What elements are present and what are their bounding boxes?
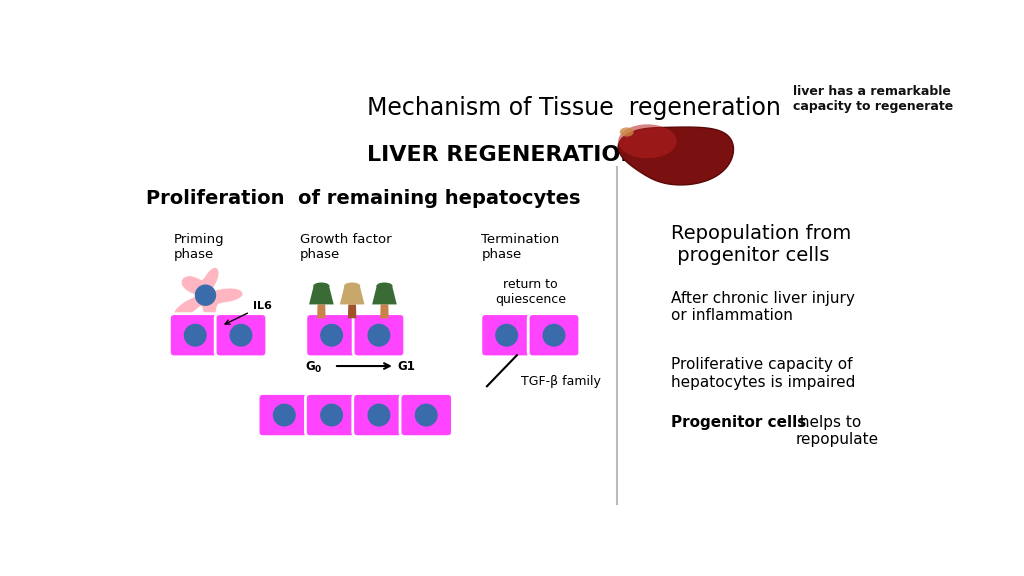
Text: G: G (305, 359, 315, 373)
Ellipse shape (344, 282, 360, 289)
Text: Termination
phase: Termination phase (481, 233, 560, 262)
Ellipse shape (377, 282, 392, 289)
FancyBboxPatch shape (400, 393, 453, 437)
Circle shape (369, 324, 390, 346)
Polygon shape (348, 305, 356, 319)
Polygon shape (618, 127, 733, 185)
FancyBboxPatch shape (305, 393, 357, 437)
Circle shape (230, 324, 252, 346)
Text: 0: 0 (314, 365, 321, 374)
Circle shape (196, 285, 215, 305)
Polygon shape (380, 305, 389, 319)
FancyBboxPatch shape (306, 314, 357, 357)
FancyBboxPatch shape (528, 314, 580, 357)
Polygon shape (317, 305, 326, 319)
Ellipse shape (620, 127, 634, 137)
Text: return to
quiescence: return to quiescence (495, 278, 566, 306)
Text: Proliferative capacity of
hepatocytes is impaired: Proliferative capacity of hepatocytes is… (671, 357, 855, 390)
Text: IL6: IL6 (225, 301, 271, 324)
Circle shape (273, 404, 295, 426)
Ellipse shape (313, 282, 330, 289)
FancyBboxPatch shape (215, 314, 266, 357)
FancyBboxPatch shape (169, 314, 221, 357)
Circle shape (496, 324, 517, 346)
Circle shape (321, 404, 342, 426)
FancyBboxPatch shape (353, 314, 404, 357)
FancyBboxPatch shape (352, 393, 406, 437)
Polygon shape (340, 286, 365, 305)
Polygon shape (173, 268, 243, 319)
Text: Growth factor
phase: Growth factor phase (300, 233, 392, 262)
Polygon shape (618, 124, 677, 158)
Text: Repopulation from
 progenitor cells: Repopulation from progenitor cells (671, 224, 851, 266)
Text: Priming
phase: Priming phase (174, 233, 224, 262)
Circle shape (416, 404, 437, 426)
Text: Proliferation  of remaining hepatocytes: Proliferation of remaining hepatocytes (146, 189, 581, 208)
Text: Mechanism of Tissue  regeneration: Mechanism of Tissue regeneration (368, 96, 781, 120)
Text: G1: G1 (397, 359, 415, 373)
Circle shape (184, 324, 206, 346)
Text: Cell proliferation: Cell proliferation (303, 393, 408, 407)
Circle shape (369, 404, 390, 426)
Polygon shape (309, 286, 334, 305)
Polygon shape (372, 286, 396, 305)
Text: liver has a remarkable
capacity to regenerate: liver has a remarkable capacity to regen… (793, 85, 953, 113)
Text: TGF-β family: TGF-β family (521, 376, 601, 388)
FancyBboxPatch shape (258, 393, 310, 437)
Circle shape (321, 324, 342, 346)
FancyBboxPatch shape (481, 314, 532, 357)
Circle shape (543, 324, 565, 346)
Text: helps to
repopulate: helps to repopulate (796, 415, 879, 448)
Text: After chronic liver injury
or inflammation: After chronic liver injury or inflammati… (671, 291, 855, 323)
Text: LIVER REGENERATION: LIVER REGENERATION (368, 145, 639, 165)
Text: Progenitor cells: Progenitor cells (671, 415, 806, 430)
